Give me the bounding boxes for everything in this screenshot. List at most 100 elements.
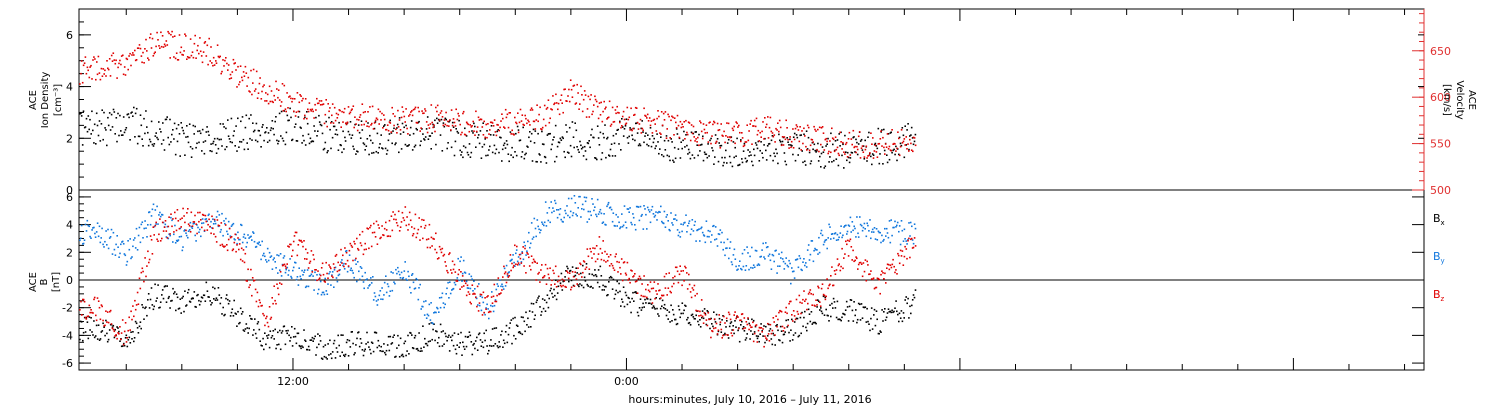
velocity-point [507, 126, 510, 129]
by-point [707, 229, 710, 232]
bz-point [848, 240, 851, 242]
density-point [598, 144, 601, 146]
by-point [646, 228, 648, 230]
bx-point [832, 307, 834, 309]
by-point [893, 226, 895, 229]
bz-point [295, 231, 298, 234]
velocity-point [128, 55, 130, 57]
density-point [409, 126, 412, 129]
bx-point [554, 294, 556, 297]
bx-point [349, 346, 352, 348]
density-point [733, 156, 735, 159]
velocity-point [182, 54, 184, 56]
bx-point [598, 286, 601, 288]
density-point [863, 158, 866, 160]
bz-point [419, 239, 421, 241]
bx-point [792, 334, 795, 336]
bz-point [908, 237, 910, 240]
by-point [548, 207, 551, 209]
bx-point [442, 330, 444, 332]
by-point [385, 275, 387, 277]
bx-point [119, 340, 121, 342]
velocity-point [274, 99, 276, 101]
velocity-point [379, 110, 381, 113]
bx-point [755, 335, 758, 337]
bz-point [189, 231, 192, 233]
bx-point [214, 287, 216, 290]
by-point [911, 225, 913, 228]
velocity-point [418, 110, 420, 113]
by-point [558, 213, 561, 216]
velocity-point [331, 114, 333, 117]
bz-point [913, 237, 916, 239]
bz-point [648, 290, 651, 293]
bx-point [333, 339, 336, 342]
velocity-point [183, 50, 185, 52]
by-point [349, 269, 352, 271]
bx-point [607, 294, 609, 296]
velocity-point [193, 42, 196, 45]
bz-point [337, 261, 339, 264]
bx-point [161, 289, 164, 291]
by-point [517, 256, 520, 258]
bx-point [730, 321, 733, 323]
bx-point [641, 306, 644, 309]
velocity-point [421, 110, 423, 112]
bz-point [251, 277, 254, 279]
by-point [259, 244, 262, 246]
density-point [360, 120, 363, 122]
velocity-point [118, 62, 120, 65]
velocity-point [138, 44, 141, 46]
density-point [196, 142, 198, 145]
density-point [782, 136, 785, 139]
by-point [157, 223, 159, 225]
bx-point [108, 329, 111, 331]
by-point [220, 228, 222, 231]
velocity-point [626, 106, 629, 109]
bz-point [841, 247, 843, 250]
bx-point [205, 281, 208, 284]
by-point [154, 209, 157, 211]
bz-point [162, 230, 165, 232]
bz-point [128, 316, 130, 319]
velocity-point [455, 108, 457, 111]
by-point [96, 222, 99, 224]
bz-point [273, 285, 275, 287]
bz-point [236, 244, 238, 246]
density-point [650, 145, 653, 148]
bx-point [385, 349, 388, 352]
density-point [756, 147, 759, 150]
bz-point [270, 316, 273, 319]
density-point [138, 135, 141, 138]
density-point [544, 156, 547, 159]
bx-point [341, 351, 343, 354]
density-point [814, 149, 816, 152]
by-point [537, 225, 539, 228]
by-point [410, 292, 412, 294]
bx-point [795, 317, 798, 320]
bx-point [388, 349, 391, 352]
density-point [398, 117, 401, 119]
bx-point [711, 323, 713, 325]
bz-point [135, 304, 138, 306]
by-point [741, 268, 743, 271]
velocity-point [557, 102, 560, 105]
bz-point [82, 298, 84, 301]
velocity-point [312, 110, 314, 113]
bz-point [202, 214, 205, 216]
bx-point [698, 323, 700, 326]
bz-point [98, 306, 101, 309]
velocity-point [748, 130, 750, 132]
bx-point [678, 308, 681, 311]
by-point [261, 240, 263, 243]
bz-point [130, 310, 132, 313]
bz-point [102, 319, 104, 322]
velocity-point [288, 96, 290, 98]
by-point [521, 251, 523, 253]
velocity-point [459, 123, 461, 126]
velocity-point [700, 121, 702, 124]
density-point [570, 155, 573, 158]
density-point [179, 155, 181, 157]
bx-point [98, 339, 101, 341]
density-point [315, 116, 317, 119]
